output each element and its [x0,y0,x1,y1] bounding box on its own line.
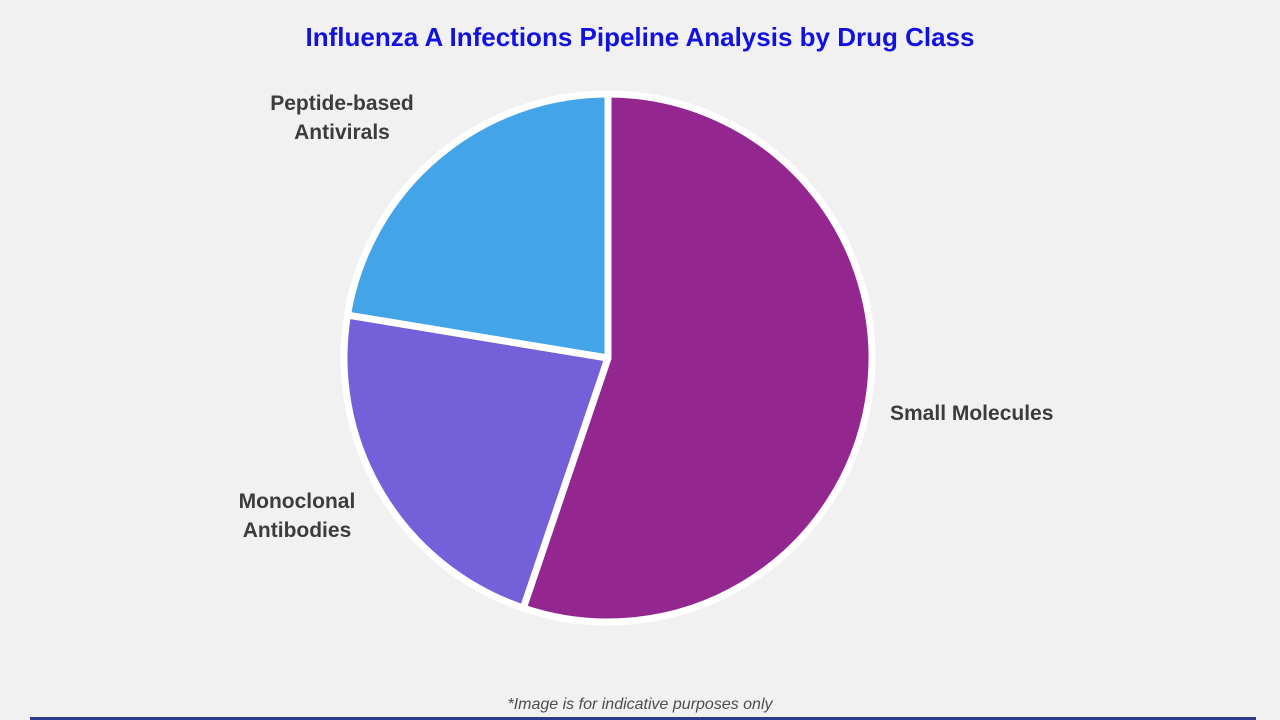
slice-label-monoclonal-antibodies: Monoclonal Antibodies [238,490,356,542]
slice-label-peptide-based-antivirals: Peptide-based Antivirals [270,92,414,144]
slice-label-small-molecules: Small Molecules [890,402,1054,425]
pie-slice-monoclonal-antibodies [340,311,612,612]
bottom-accent-bar [30,717,1256,720]
pie-slice-peptide-based-antivirals [344,90,612,362]
chart-title: Influenza A Infections Pipeline Analysis… [305,22,975,52]
footnote-disclaimer: *Image is for indicative purposes only [507,696,773,713]
